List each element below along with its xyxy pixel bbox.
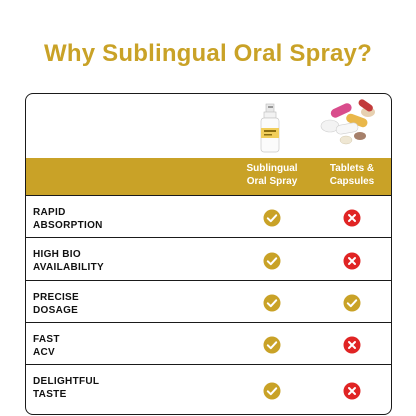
table-row: DELIGHTFUL TASTE [26,364,391,414]
cross-icon [343,252,361,270]
column-header-band: Sublingual Oral Spray Tablets & Capsules [26,158,391,195]
spray-bottle-icon [260,103,280,153]
column-header-tablets: Tablets & Capsules [312,162,391,188]
cross-icon [343,209,361,227]
column-header-tablets-line1: Tablets & [329,163,375,174]
check-icon [343,294,361,312]
row-label-line1: PRECISE [33,292,80,303]
pills-icon [320,99,375,145]
table-row: FAST ACV [26,322,391,365]
check-icon [263,382,281,400]
table-row: RAPID ABSORPTION [26,195,391,238]
column-header-spray-line1: Sublingual [246,163,298,174]
row-label-line2: ACV [33,347,56,358]
row-label: RAPID ABSORPTION [33,206,153,232]
comparison-table: Sublingual Oral Spray Tablets & Capsules… [25,93,392,415]
check-icon [263,294,281,312]
row-label: DELIGHTFUL TASTE [33,375,153,401]
row-label: FAST ACV [33,333,153,359]
column-header-tablets-line2: Capsules [329,176,375,187]
page-title: Why Sublingual Oral Spray? [44,40,372,67]
row-label-line2: TASTE [33,389,67,400]
check-icon [263,336,281,354]
column-header-spray: Sublingual Oral Spray [232,162,312,188]
cross-icon [343,336,361,354]
row-label-line1: DELIGHTFUL [33,376,100,387]
table-row: HIGH BIO AVAILABILITY [26,237,391,281]
row-label-line1: FAST [33,334,60,345]
table-row: PRECISE DOSAGE [26,280,391,323]
check-icon [263,209,281,227]
row-label-line2: DOSAGE [33,305,79,316]
row-label: PRECISE DOSAGE [33,291,153,317]
column-header-spray-line2: Oral Spray [246,176,298,187]
row-label-line1: HIGH BIO [33,249,81,260]
cross-icon [343,382,361,400]
check-icon [263,252,281,270]
row-label-line1: RAPID [33,207,66,218]
row-label-line2: AVAILABILITY [33,262,105,273]
row-label-line2: ABSORPTION [33,220,103,231]
row-label: HIGH BIO AVAILABILITY [33,248,153,274]
